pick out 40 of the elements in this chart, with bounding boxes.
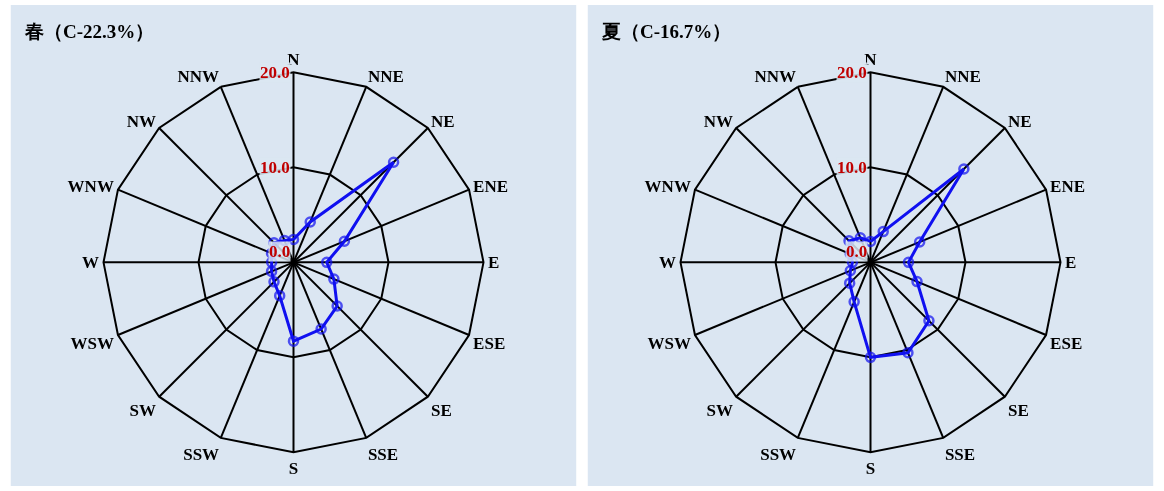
spoke-label: NW xyxy=(126,111,157,131)
spoke-label: SE xyxy=(1007,401,1029,421)
y-tick-label: 10.0 xyxy=(260,158,290,177)
y-tick-label: 20.0 xyxy=(837,63,867,82)
y-tick-label: 0.0 xyxy=(269,242,291,261)
spoke-label: NNE xyxy=(367,66,404,86)
spoke-label: WNW xyxy=(644,177,691,197)
spoke-label: NNW xyxy=(754,66,797,86)
spoke-label: NW xyxy=(703,111,734,131)
spoke-label: SE xyxy=(430,401,452,421)
spoke-label: SSE xyxy=(944,444,976,464)
spoke-label: ESE xyxy=(473,333,506,353)
chart-title: 春（C-22.3%） xyxy=(24,21,155,42)
spoke-label: NE xyxy=(1007,111,1032,131)
spoke-label: ENE xyxy=(1050,177,1086,197)
spoke-label: WSW xyxy=(647,333,691,353)
spoke-label: WNW xyxy=(67,177,114,197)
spoke-label: E xyxy=(487,253,500,273)
spoke-label: SSW xyxy=(183,444,220,464)
spoke-label: N xyxy=(864,49,878,69)
y-tick-label: 20.0 xyxy=(260,63,290,82)
spoke-label: ENE xyxy=(473,177,509,197)
y-tick-label: 10.0 xyxy=(837,158,867,177)
spoke-label: W xyxy=(659,253,677,273)
spoke-label: SSW xyxy=(760,444,797,464)
spoke-label: SW xyxy=(706,401,734,421)
spoke-label: N xyxy=(287,49,301,69)
spoke-label: WSW xyxy=(70,333,114,353)
spoke-label: ESE xyxy=(1050,333,1083,353)
spoke-label: E xyxy=(1064,253,1077,273)
spoke-label: NNW xyxy=(177,66,220,86)
spoke-label: W xyxy=(82,253,100,273)
spoke-label: NE xyxy=(430,111,455,131)
y-tick-label: 0.0 xyxy=(846,242,868,261)
spoke-label: S xyxy=(288,458,299,478)
chart-title: 夏（C-16.7%） xyxy=(601,21,732,42)
spoke-label: SSE xyxy=(367,444,399,464)
spoke-label: SW xyxy=(129,401,157,421)
spoke-label: NNE xyxy=(944,66,981,86)
spoke-label: S xyxy=(865,458,876,478)
